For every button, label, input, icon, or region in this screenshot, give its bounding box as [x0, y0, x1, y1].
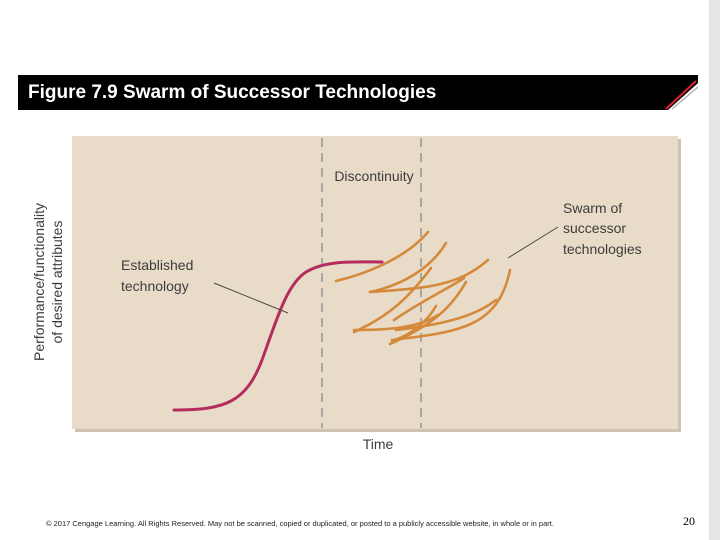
- successor-curve-5: [352, 313, 440, 332]
- established-label-line1: Established: [121, 257, 193, 273]
- established-label-line2: technology: [121, 278, 189, 294]
- copyright-footer: © 2017 Cengage Learning. All Rights Rese…: [46, 519, 554, 528]
- successor-curve-7: [394, 298, 498, 332]
- successor-curve-4: [352, 266, 433, 334]
- diagram: Discontinuity Performance/functionality …: [31, 136, 681, 452]
- page-number: 20: [683, 514, 695, 528]
- swarm-label-line3: technologies: [563, 241, 642, 257]
- x-axis-label: Time: [363, 436, 394, 452]
- corner-decoration-icon: [665, 80, 698, 110]
- established-technology-curve: [172, 260, 384, 412]
- y-axis-label-line1: Performance/functionality: [31, 203, 47, 361]
- swarm-leader-line: [507, 226, 559, 259]
- swarm-label-line1: Swarm of: [563, 200, 622, 216]
- plot-area: [72, 136, 678, 429]
- title-bar: Figure 7.9 Swarm of Successor Technologi…: [18, 75, 698, 110]
- successor-curve-1: [334, 230, 430, 283]
- successor-curve-2: [368, 241, 448, 294]
- discontinuity-label: Discontinuity: [334, 168, 413, 184]
- successor-curve-6: [392, 276, 466, 322]
- successor-curve-10: [390, 268, 512, 342]
- established-leader-line: [213, 282, 289, 314]
- figure-title: Figure 7.9 Swarm of Successor Technologi…: [28, 82, 437, 103]
- y-axis-label-line2: of desired attributes: [49, 221, 65, 344]
- successor-curve-3: [368, 258, 490, 294]
- successor-curves: [334, 230, 512, 346]
- right-edge-strip: [709, 0, 720, 540]
- swarm-label-line2: successor: [563, 220, 626, 236]
